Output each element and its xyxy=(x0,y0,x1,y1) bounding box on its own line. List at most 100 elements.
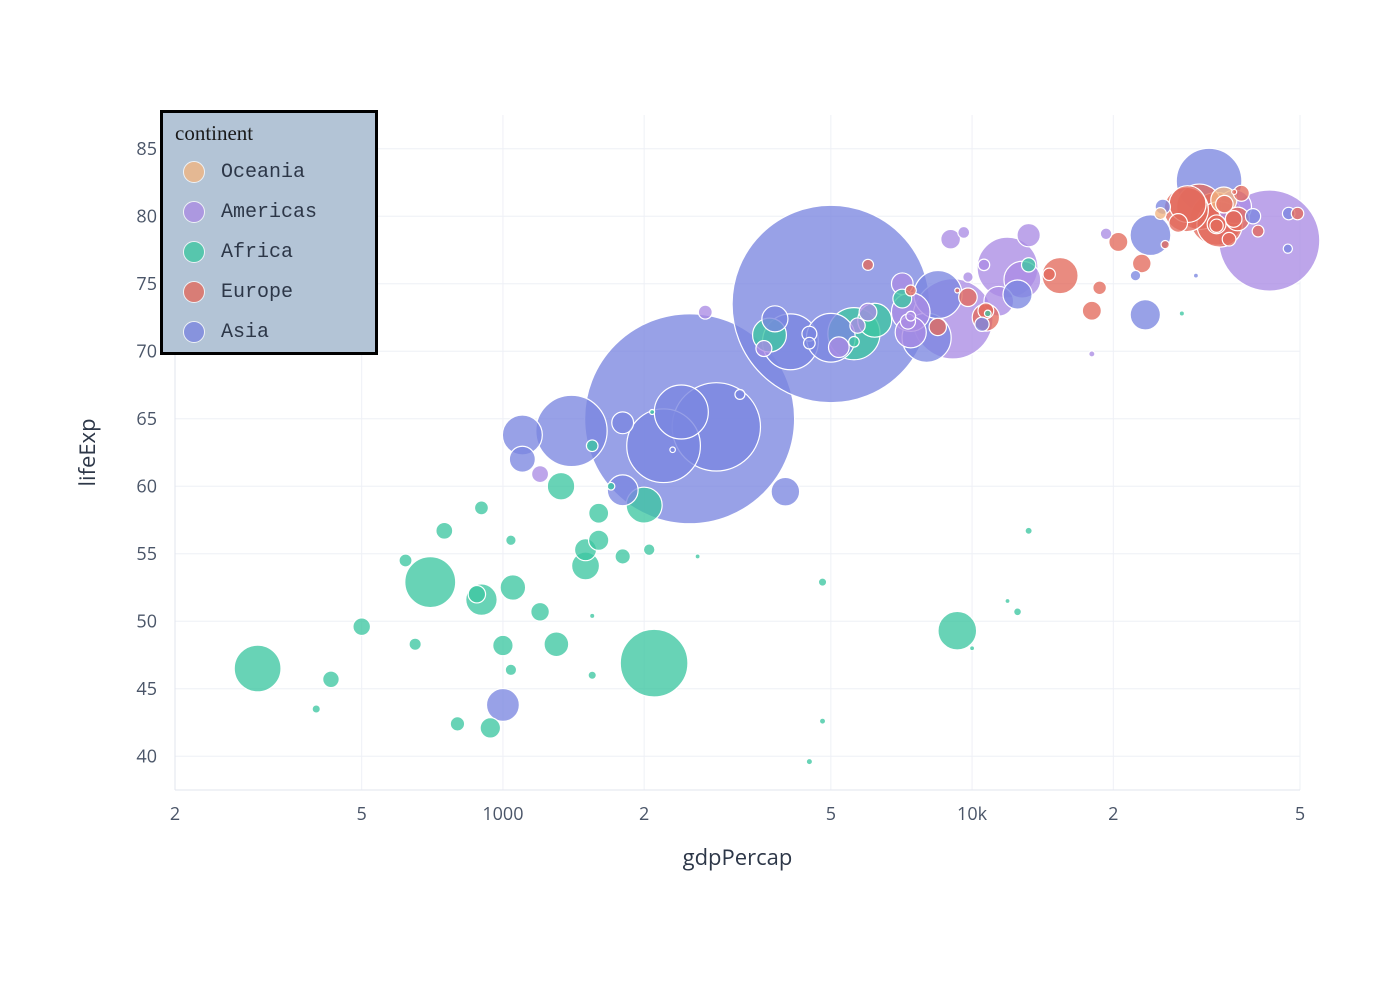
data-point[interactable] xyxy=(735,389,745,399)
data-point[interactable] xyxy=(500,575,526,601)
data-point[interactable] xyxy=(468,586,485,603)
data-point[interactable] xyxy=(938,611,977,650)
data-point[interactable] xyxy=(1014,608,1022,616)
data-point[interactable] xyxy=(955,288,960,293)
data-point[interactable] xyxy=(1216,195,1233,212)
data-point[interactable] xyxy=(1252,225,1264,237)
data-point[interactable] xyxy=(607,482,615,490)
data-point[interactable] xyxy=(695,554,700,559)
data-point[interactable] xyxy=(1193,273,1198,278)
data-point[interactable] xyxy=(1161,240,1169,248)
data-point[interactable] xyxy=(544,632,569,657)
data-point[interactable] xyxy=(958,227,970,239)
data-point[interactable] xyxy=(984,310,991,317)
data-point[interactable] xyxy=(1017,224,1040,247)
data-point[interactable] xyxy=(850,318,865,333)
data-point[interactable] xyxy=(532,466,549,483)
data-point[interactable] xyxy=(698,305,712,319)
data-point[interactable] xyxy=(1169,214,1188,233)
data-point[interactable] xyxy=(1154,208,1166,220)
data-point[interactable] xyxy=(399,554,412,567)
data-point[interactable] xyxy=(1232,189,1237,194)
data-point[interactable] xyxy=(505,664,516,675)
legend-box[interactable]: continentOceaniaAmericasAfricaEuropeAsia xyxy=(160,110,378,355)
data-point[interactable] xyxy=(323,671,340,688)
data-point[interactable] xyxy=(547,472,575,500)
data-point[interactable] xyxy=(1043,268,1055,280)
data-point[interactable] xyxy=(762,306,788,332)
x-tick-label: 5 xyxy=(1295,802,1305,826)
data-point[interactable] xyxy=(588,671,596,679)
data-point[interactable] xyxy=(620,629,688,697)
data-point[interactable] xyxy=(806,759,812,765)
data-point[interactable] xyxy=(1025,527,1032,534)
data-point[interactable] xyxy=(409,638,421,650)
data-point[interactable] xyxy=(1245,209,1260,224)
data-point[interactable] xyxy=(1130,215,1171,256)
data-point[interactable] xyxy=(650,410,655,415)
data-point[interactable] xyxy=(1089,351,1095,357)
data-point[interactable] xyxy=(475,501,489,515)
data-point[interactable] xyxy=(612,412,634,434)
legend-item[interactable]: Asia xyxy=(175,312,363,352)
data-point[interactable] xyxy=(1283,244,1292,253)
data-point[interactable] xyxy=(859,303,877,321)
data-point[interactable] xyxy=(486,689,519,722)
data-point[interactable] xyxy=(353,618,371,636)
x-tick-label: 2 xyxy=(170,802,180,826)
data-point[interactable] xyxy=(905,285,916,296)
data-point[interactable] xyxy=(589,530,609,550)
data-point[interactable] xyxy=(1003,280,1032,309)
data-point[interactable] xyxy=(643,544,655,556)
data-point[interactable] xyxy=(590,613,595,618)
data-point[interactable] xyxy=(963,272,973,282)
data-point[interactable] xyxy=(771,477,800,506)
data-point[interactable] xyxy=(1210,219,1223,232)
data-point[interactable] xyxy=(1005,599,1010,604)
data-point[interactable] xyxy=(1093,281,1107,295)
data-point[interactable] xyxy=(234,645,281,692)
data-point[interactable] xyxy=(756,341,772,357)
data-point[interactable] xyxy=(1222,232,1236,246)
data-point[interactable] xyxy=(1022,258,1036,272)
data-point[interactable] xyxy=(829,337,850,358)
data-point[interactable] xyxy=(929,318,946,335)
data-point[interactable] xyxy=(1225,211,1242,228)
data-point[interactable] xyxy=(509,446,535,472)
data-point[interactable] xyxy=(615,549,630,564)
data-point[interactable] xyxy=(670,447,676,453)
data-point[interactable] xyxy=(589,503,609,523)
data-point[interactable] xyxy=(959,288,978,307)
data-point[interactable] xyxy=(849,337,860,348)
data-point[interactable] xyxy=(1100,228,1112,240)
legend-item[interactable]: Oceania xyxy=(175,152,363,192)
data-point[interactable] xyxy=(862,259,873,270)
data-point[interactable] xyxy=(480,718,500,738)
data-point[interactable] xyxy=(975,317,989,331)
data-point[interactable] xyxy=(506,535,516,545)
data-point[interactable] xyxy=(818,578,826,586)
data-point[interactable] xyxy=(450,717,464,731)
data-point[interactable] xyxy=(978,259,990,271)
data-point[interactable] xyxy=(1082,301,1101,320)
legend-item[interactable]: Americas xyxy=(175,192,363,232)
legend-item[interactable]: Europe xyxy=(175,272,363,312)
data-point[interactable] xyxy=(1291,207,1303,219)
data-point[interactable] xyxy=(1130,270,1140,280)
y-tick-label: 60 xyxy=(136,474,157,498)
data-point[interactable] xyxy=(586,440,598,452)
data-point[interactable] xyxy=(970,646,975,651)
data-point[interactable] xyxy=(906,311,916,321)
data-point[interactable] xyxy=(405,557,456,608)
legend-item[interactable]: Africa xyxy=(175,232,363,272)
data-point[interactable] xyxy=(493,635,513,655)
data-point[interactable] xyxy=(654,385,708,439)
data-point[interactable] xyxy=(1130,300,1160,330)
data-point[interactable] xyxy=(531,602,550,621)
data-point[interactable] xyxy=(1179,311,1184,316)
data-point[interactable] xyxy=(536,395,607,466)
data-point[interactable] xyxy=(436,522,453,539)
data-point[interactable] xyxy=(819,718,825,724)
data-point[interactable] xyxy=(312,705,320,713)
data-point[interactable] xyxy=(804,337,816,349)
